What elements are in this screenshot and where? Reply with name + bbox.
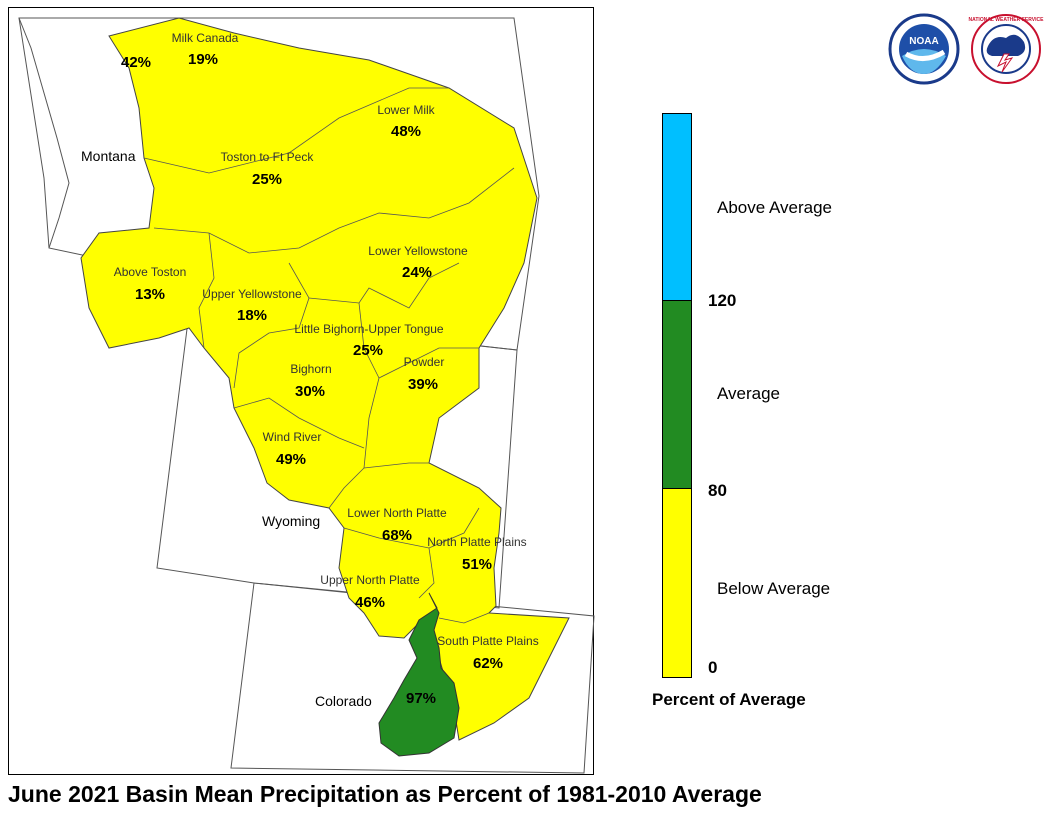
basin-name: Lower Yellowstone: [368, 244, 468, 258]
legend-label-average: Average: [717, 384, 781, 403]
basin-boundary: [198, 232, 215, 349]
legend-tick-80: 80: [708, 481, 727, 500]
nws-logo-text: NATIONAL WEATHER SERVICE: [969, 17, 1045, 23]
basin-pct: 30%: [295, 383, 325, 400]
basin-boundary: [328, 302, 380, 509]
basin-pct: 48%: [391, 123, 421, 140]
state-label-montana: Montana: [81, 148, 136, 164]
basin-pct: 25%: [252, 171, 282, 188]
basin-name: Wind River: [263, 430, 322, 444]
basin-pct: 62%: [473, 655, 503, 672]
basin-pct: 18%: [237, 307, 267, 324]
basin-boundary: [153, 167, 515, 254]
basin-name: South Platte Plains: [437, 634, 538, 648]
legend-swatch-above-average: [662, 113, 692, 301]
basin-pct: 49%: [276, 451, 306, 468]
montana-west-border: [18, 17, 70, 249]
legend-title: Percent of Average: [652, 690, 806, 709]
legend-tick-0: 0: [708, 658, 718, 677]
basin-name: North Platte Plains: [427, 535, 526, 549]
basin-boundary: [308, 262, 460, 309]
basin-pct: 51%: [462, 556, 492, 573]
basin-pct: 24%: [402, 264, 432, 281]
basin-name: Little Bighorn-Upper Tongue: [294, 322, 444, 336]
basin-boundary: [233, 397, 365, 449]
basin-pct: 19%: [188, 51, 218, 68]
basin-name: Lower North Platte: [347, 506, 447, 520]
legend-color-bar: [662, 113, 692, 678]
basin-pct: 39%: [408, 376, 438, 393]
legend-label-above-average: Above Average: [717, 198, 832, 217]
basin-average-region: [378, 592, 460, 757]
basin-pct: 13%: [135, 286, 165, 303]
legend-label-below-average: Below Average: [717, 579, 831, 598]
noaa-logo-text: NOAA: [909, 36, 938, 47]
basin-pct: 68%: [382, 527, 412, 544]
noaa-logo: NOAA: [888, 13, 960, 85]
legend-swatch-below-average: [662, 488, 692, 678]
basins-below-average-region: [80, 17, 570, 741]
national-weather-service-logo: NATIONAL WEATHER SERVICE: [969, 14, 1045, 84]
basin-boundary: [378, 347, 479, 379]
map-frame: Montana Wyoming Colorado 42% Milk Canada…: [8, 7, 595, 775]
page-title: June 2021 Basin Mean Precipitation as Pe…: [8, 781, 762, 807]
basin-map: Montana Wyoming Colorado 42% Milk Canada…: [18, 17, 595, 774]
state-label-colorado: Colorado: [315, 693, 372, 709]
basin-boundary: [143, 87, 449, 174]
basin-name: Powder: [404, 355, 445, 369]
basin-boundary: [418, 547, 435, 599]
basin-name: Upper Yellowstone: [202, 287, 302, 301]
legend-swatch-average: [662, 300, 692, 489]
basin-boundary: [438, 612, 490, 624]
basin-name: Lower Milk: [377, 103, 435, 117]
basin-pct: 46%: [355, 594, 385, 611]
basin-pct: 42%: [121, 54, 151, 71]
basin-name: Milk Canada: [172, 31, 239, 45]
basin-pct: 25%: [353, 342, 383, 359]
state-label-wyoming: Wyoming: [262, 513, 320, 529]
basin-pct: 97%: [406, 690, 436, 707]
legend-tick-120: 120: [708, 291, 737, 310]
basin-name: Bighorn: [290, 362, 331, 376]
basin-name: Above Toston: [114, 265, 187, 279]
basin-boundary: [363, 462, 429, 469]
basin-name: Upper North Platte: [320, 573, 420, 587]
basin-boundary: [233, 262, 310, 389]
logos: NOAA NATIONAL WEATHER SERVICE: [888, 12, 1048, 86]
basin-name: Toston to Ft Peck: [221, 150, 315, 164]
